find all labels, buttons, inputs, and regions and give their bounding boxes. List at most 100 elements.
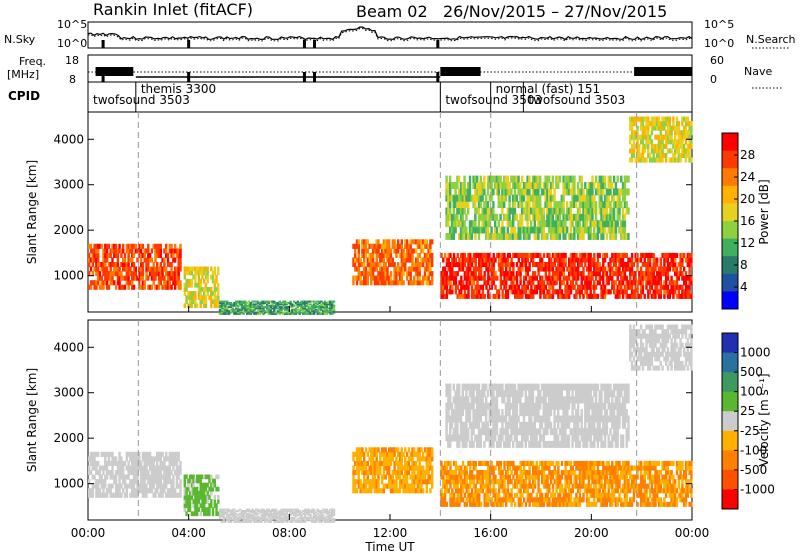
heatmap-cell [459,232,463,240]
heatmap-cell [386,248,389,254]
heatmap-cell [472,257,476,263]
heatmap-cell [650,143,654,149]
heatmap-cell [222,510,225,512]
heatmap-cell [355,465,359,471]
heatmap-cell [312,519,316,522]
heatmap-cell [352,465,355,471]
heatmap-cell [118,284,121,290]
heatmap-cell [174,460,177,466]
heatmap-cell [237,516,240,519]
heatmap-cell [312,514,316,517]
heatmap-cell [564,232,567,240]
heatmap-cell [255,514,258,517]
heatmap-cell [674,262,677,268]
heatmap-cell [318,304,321,307]
heatmap-cell [632,116,636,122]
heatmap-cell [551,284,555,290]
heatmap-cell [127,474,130,480]
heatmap-cell [526,175,529,183]
heatmap-cell [609,213,612,221]
heatmap-cell [217,299,220,304]
heatmap-cell [361,271,364,277]
heatmap-cell [600,232,603,240]
heatmap-cell [354,252,357,258]
heatmap-cell [370,451,373,457]
heatmap-cell [486,220,490,228]
heatmap-cell [602,207,605,215]
heatmap-cell [564,213,567,221]
heatmap-cell [213,295,216,300]
heatmap-cell [165,470,168,476]
heatmap-cell [359,280,362,286]
heatmap-cell [318,312,321,315]
heatmap-cell [382,456,386,462]
heatmap-cell [503,293,506,299]
heatmap-cell [332,304,336,307]
heatmap-cell [265,511,269,514]
heatmap-cell [294,307,298,310]
heatmap-cell [582,266,585,272]
heatmap-cell [384,280,387,286]
heatmap-cell [420,470,423,476]
heatmap-cell [492,271,495,277]
heatmap-cell [210,299,213,304]
heatmap-cell [262,308,265,311]
heatmap-cell [618,284,621,290]
freq-block [95,67,134,76]
heatmap-cell [386,483,389,489]
heatmap-cell [111,262,114,268]
heatmap-cell [293,310,296,313]
heatmap-cell [465,284,468,290]
heatmap-cell [109,470,112,476]
nsky-marker [302,40,306,48]
heatmap-cell [647,252,650,258]
heatmap-cell [562,182,565,189]
heatmap-cell [568,262,571,268]
heatmap-cell [573,232,576,240]
heatmap-cell [418,243,421,249]
heatmap-cell [639,280,643,286]
heatmap-cell [454,182,457,189]
heatmap-cell [166,470,170,476]
heatmap-cell [634,143,637,149]
heatmap-cell [562,213,565,221]
heatmap-cell [618,266,621,272]
heatmap-cell [183,486,186,492]
heatmap-cell [125,465,128,471]
heatmap-cell [102,280,105,286]
heatmap-cell [132,271,136,277]
heatmap-cell [639,252,643,258]
heatmap-cell [593,182,596,189]
heatmap-cell [233,312,236,315]
heatmap-cell [303,307,307,310]
heatmap-cell [320,511,323,514]
heatmap-cell [256,515,260,518]
heatmap-cell [131,275,134,281]
heatmap-cell [566,207,569,215]
heatmap-cell [405,488,409,494]
heatmap-cell [497,182,500,189]
heatmap-cell [229,514,233,517]
heatmap-cell [141,479,145,485]
heatmap-cell [452,213,455,221]
heatmap-cell [267,304,271,307]
heatmap-cell [639,257,643,263]
heatmap-cell [575,213,578,221]
heatmap-cell [672,152,675,158]
heatmap-cell [294,519,298,522]
heatmap-cell [210,291,213,296]
heatmap-cell [357,451,360,457]
heatmap-cell [447,470,450,476]
heatmap-cell [91,465,94,471]
heatmap-cell [485,252,488,258]
heatmap-cell [217,287,220,292]
heatmap-cell [139,257,143,263]
heatmap-cell [641,134,645,140]
heatmap-cell [449,460,452,466]
heatmap-cell [643,252,646,258]
heatmap-cell [620,252,623,258]
heatmap-cell [551,289,555,295]
heatmap-region-4 [440,252,693,299]
heatmap-cell [564,289,567,295]
heatmap-cell [260,510,263,512]
